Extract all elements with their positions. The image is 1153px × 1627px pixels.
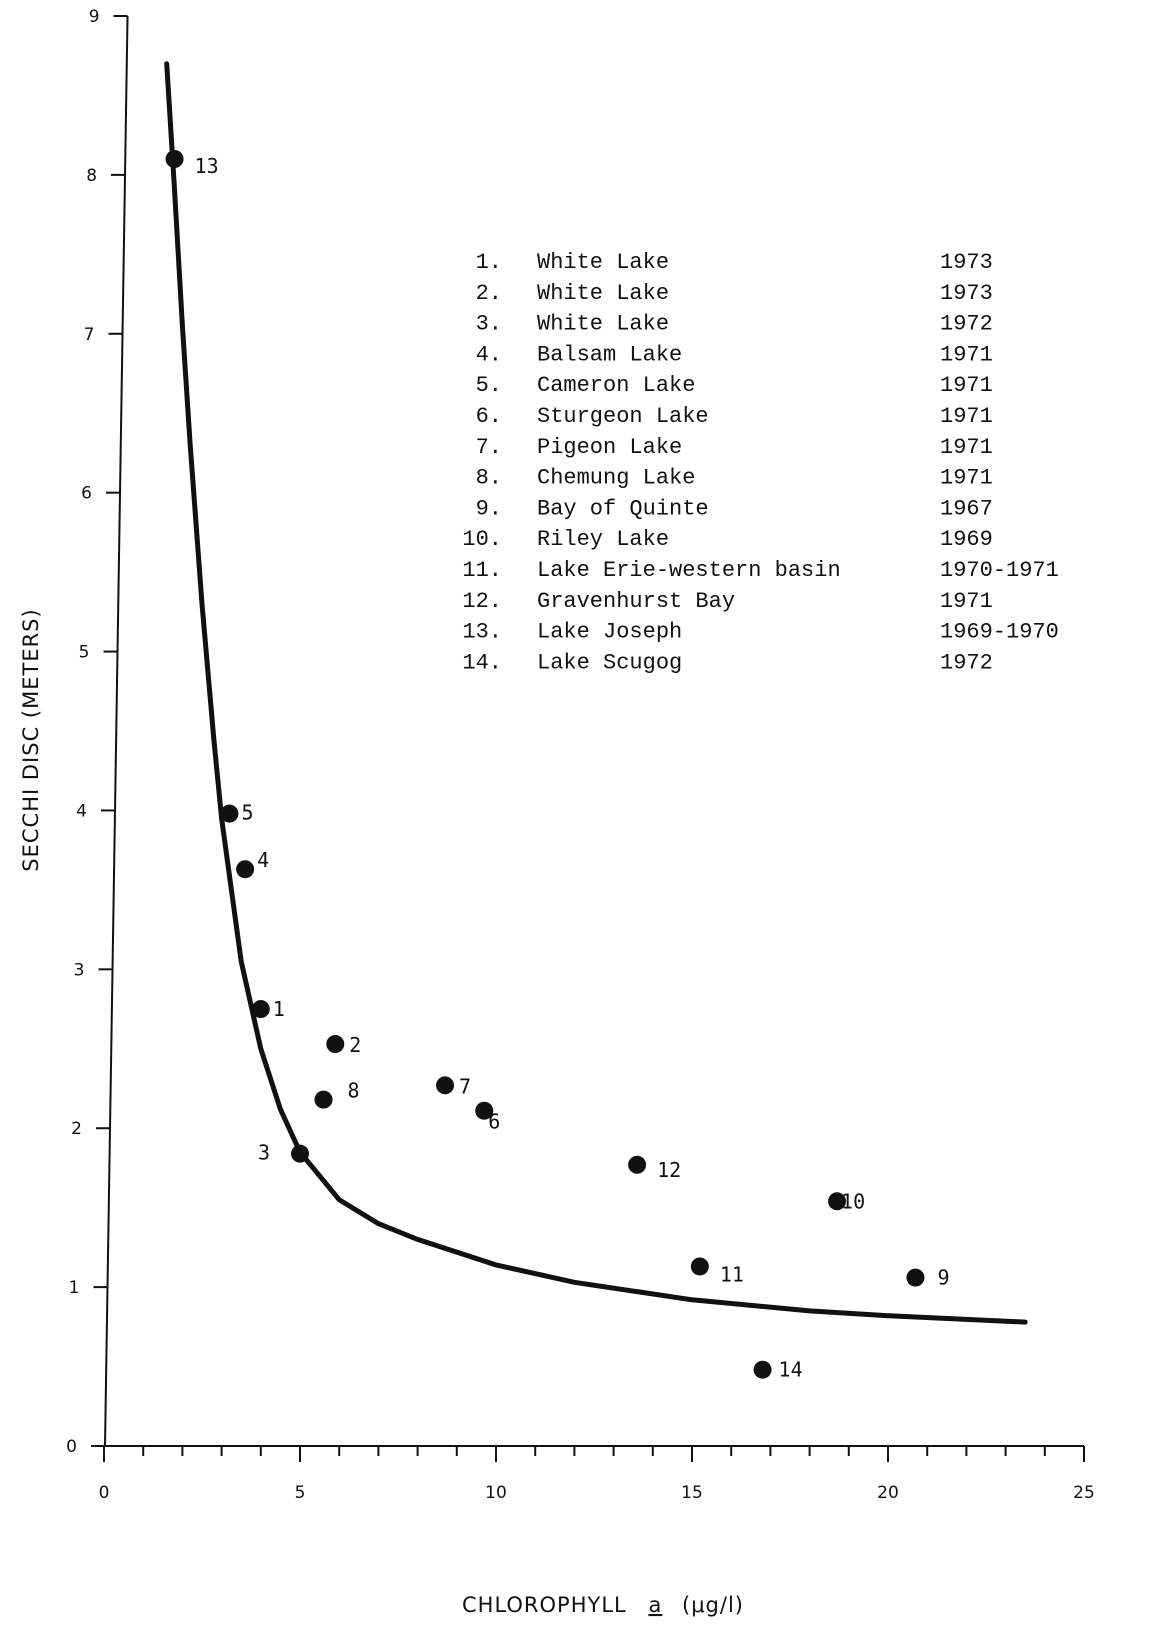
legend-year: 1971 [940,589,993,614]
legend-year: 1971 [940,466,993,491]
legend-year: 1972 [940,312,993,337]
legend-year: 1972 [940,650,993,675]
legend-lake-name: White Lake [537,281,669,306]
legend-lake-name: Cameron Lake [537,373,695,398]
x-tick-label: 25 [1073,1483,1095,1503]
legend-year: 1967 [940,496,993,521]
data-point [314,1090,333,1109]
legend-lake-name: Lake Scugog [537,650,682,675]
legend-lake-name: Lake Erie-western basin [537,558,841,583]
x-tick-label: 15 [681,1483,703,1503]
legend-lake-name: Balsam Lake [537,342,682,367]
data-point [475,1101,494,1120]
y-tick-label: 2 [71,1119,82,1139]
data-label: 9 [937,1266,949,1290]
x-ticks: 0 5 10 15 20 25 [99,1446,1095,1503]
data-point [690,1257,709,1276]
legend-number: 3. [476,312,502,337]
y-axis [104,15,129,1447]
x-axis-title-unit: (μg/l) [682,1593,744,1617]
data-point [628,1155,647,1174]
data-point [251,1000,270,1019]
legend-year: 1971 [940,342,993,367]
data-point [753,1360,772,1379]
y-tick-label: 7 [84,325,95,345]
legend-lake-name: Riley Lake [537,527,669,552]
legend-lake-name: White Lake [537,312,669,337]
fit-curve [164,61,1028,1325]
legend-year: 1971 [940,435,993,460]
data-label: 3 [258,1141,270,1165]
legend-number: 6. [476,404,502,429]
data-point [906,1268,925,1287]
data-label: 2 [349,1033,361,1057]
data-point [326,1035,345,1054]
legend-year: 1970-1971 [940,558,1059,583]
x-axis-title-part: CHLOROPHYLL [462,1593,627,1617]
legend-number: 2. [476,281,502,306]
data-point [236,860,255,879]
legend-number: 13. [462,620,502,645]
legend-lake-name: Lake Joseph [537,620,682,645]
legend-year: 1971 [940,404,993,429]
data-label: 10 [841,1189,865,1213]
legend-year: 1971 [940,373,993,398]
y-tick-label: 9 [89,7,100,27]
legend-number: 10. [462,527,502,552]
data-label: 11 [720,1262,744,1286]
data-point [436,1076,455,1095]
legend-number: 12. [462,589,502,614]
legend-year: 1973 [940,250,993,275]
x-tick-label: 10 [485,1483,507,1503]
legend-number: 8. [476,466,502,491]
y-tick-label: 4 [76,801,87,821]
legend-lake-name: Bay of Quinte [537,496,709,521]
y-ticks: 0 1 2 3 4 5 6 7 8 9 [66,7,128,1457]
y-tick-label: 1 [69,1278,80,1298]
y-tick-label: 6 [81,484,92,504]
data-label: 4 [257,848,269,872]
data-label: 12 [657,1158,681,1182]
legend-number: 5. [476,373,502,398]
legend-lake-name: Chemung Lake [537,466,695,491]
data-label: 1 [273,997,285,1021]
data-label: 7 [459,1074,471,1098]
data-point [220,804,239,823]
x-tick-label: 0 [99,1483,110,1503]
legend-number: 11. [462,558,502,583]
x-tick-label: 5 [295,1483,306,1503]
legend-number: 4. [476,342,502,367]
data-point [165,150,184,168]
y-axis-title: SECCHI DISC (METERS) [19,608,43,871]
legend-lake-name: White Lake [537,250,669,275]
data-label: 8 [348,1079,360,1103]
legend-lake-name: Pigeon Lake [537,435,682,460]
x-axis-title: CHLOROPHYLL a (μg/l) [462,1593,744,1617]
y-tick-label: 0 [66,1437,77,1457]
data-point [291,1144,309,1163]
legend-year: 1969-1970 [940,620,1059,645]
y-tick-label: 5 [79,643,90,663]
legend-number: 1. [476,250,502,275]
data-label: 14 [779,1358,803,1382]
legend-year: 1973 [940,281,993,306]
y-tick-label: 3 [74,960,85,980]
legend: 1. White Lake 1973 2. White Lake 1973 3. White … [462,250,1058,675]
y-tick-label: 8 [86,166,97,186]
legend-number: 7. [476,435,502,460]
legend-number: 14. [462,650,502,675]
legend-lake-name: Gravenhurst Bay [537,589,735,614]
legend-year: 1969 [940,527,993,552]
data-label: 6 [488,1110,500,1134]
x-axis-title-variable: a [648,1593,662,1617]
legend-number: 9. [476,496,502,521]
data-label: 5 [241,801,253,825]
x-tick-label: 20 [877,1483,899,1503]
data-point [828,1192,847,1211]
legend-lake-name: Sturgeon Lake [537,404,709,429]
data-label: 13 [195,154,219,178]
